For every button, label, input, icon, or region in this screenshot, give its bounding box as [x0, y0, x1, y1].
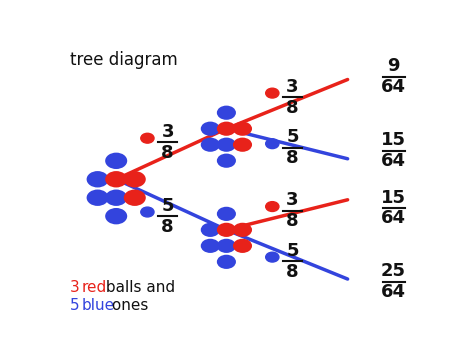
Text: 3: 3 [161, 123, 174, 141]
Circle shape [124, 190, 146, 206]
Circle shape [217, 154, 236, 168]
Circle shape [201, 223, 220, 237]
Text: ones: ones [107, 298, 148, 313]
Circle shape [217, 105, 236, 120]
Circle shape [141, 207, 154, 217]
Text: 8: 8 [161, 144, 174, 162]
Text: 5: 5 [286, 129, 299, 147]
Text: 64: 64 [381, 152, 406, 170]
Circle shape [87, 171, 109, 187]
Circle shape [141, 133, 154, 143]
Circle shape [233, 239, 252, 253]
Circle shape [266, 252, 279, 262]
Circle shape [233, 122, 252, 136]
Circle shape [201, 138, 220, 152]
Circle shape [87, 190, 109, 206]
Text: 8: 8 [286, 212, 299, 230]
Text: 8: 8 [286, 99, 299, 117]
Text: 8: 8 [161, 218, 174, 236]
Circle shape [201, 239, 220, 253]
Text: 64: 64 [381, 78, 406, 96]
Circle shape [217, 122, 236, 136]
Text: 9: 9 [387, 58, 400, 75]
Circle shape [266, 88, 279, 98]
Circle shape [217, 239, 236, 253]
Text: 25: 25 [381, 262, 406, 280]
Text: 8: 8 [286, 263, 299, 281]
Text: 15: 15 [381, 189, 406, 207]
Text: blue: blue [82, 298, 115, 313]
Circle shape [217, 138, 236, 152]
Circle shape [217, 255, 236, 269]
Text: 64: 64 [381, 209, 406, 227]
Circle shape [124, 171, 146, 187]
Circle shape [217, 223, 236, 237]
Circle shape [217, 207, 236, 221]
Circle shape [105, 190, 127, 206]
Circle shape [233, 223, 252, 237]
Text: 64: 64 [381, 283, 406, 301]
Text: balls and: balls and [101, 280, 175, 295]
Circle shape [233, 138, 252, 152]
Text: 3: 3 [286, 78, 299, 96]
Circle shape [266, 139, 279, 149]
Text: tree diagram: tree diagram [70, 51, 178, 69]
Text: 5: 5 [70, 298, 85, 313]
Circle shape [105, 171, 127, 187]
Circle shape [266, 202, 279, 212]
Text: 15: 15 [381, 131, 406, 149]
Text: 8: 8 [286, 149, 299, 167]
Circle shape [201, 122, 220, 136]
Circle shape [105, 153, 127, 169]
Text: 5: 5 [286, 242, 299, 260]
Text: 3: 3 [286, 191, 299, 209]
Text: red: red [82, 280, 107, 295]
Circle shape [105, 208, 127, 224]
Text: 3: 3 [70, 280, 85, 295]
Text: 5: 5 [161, 197, 174, 215]
